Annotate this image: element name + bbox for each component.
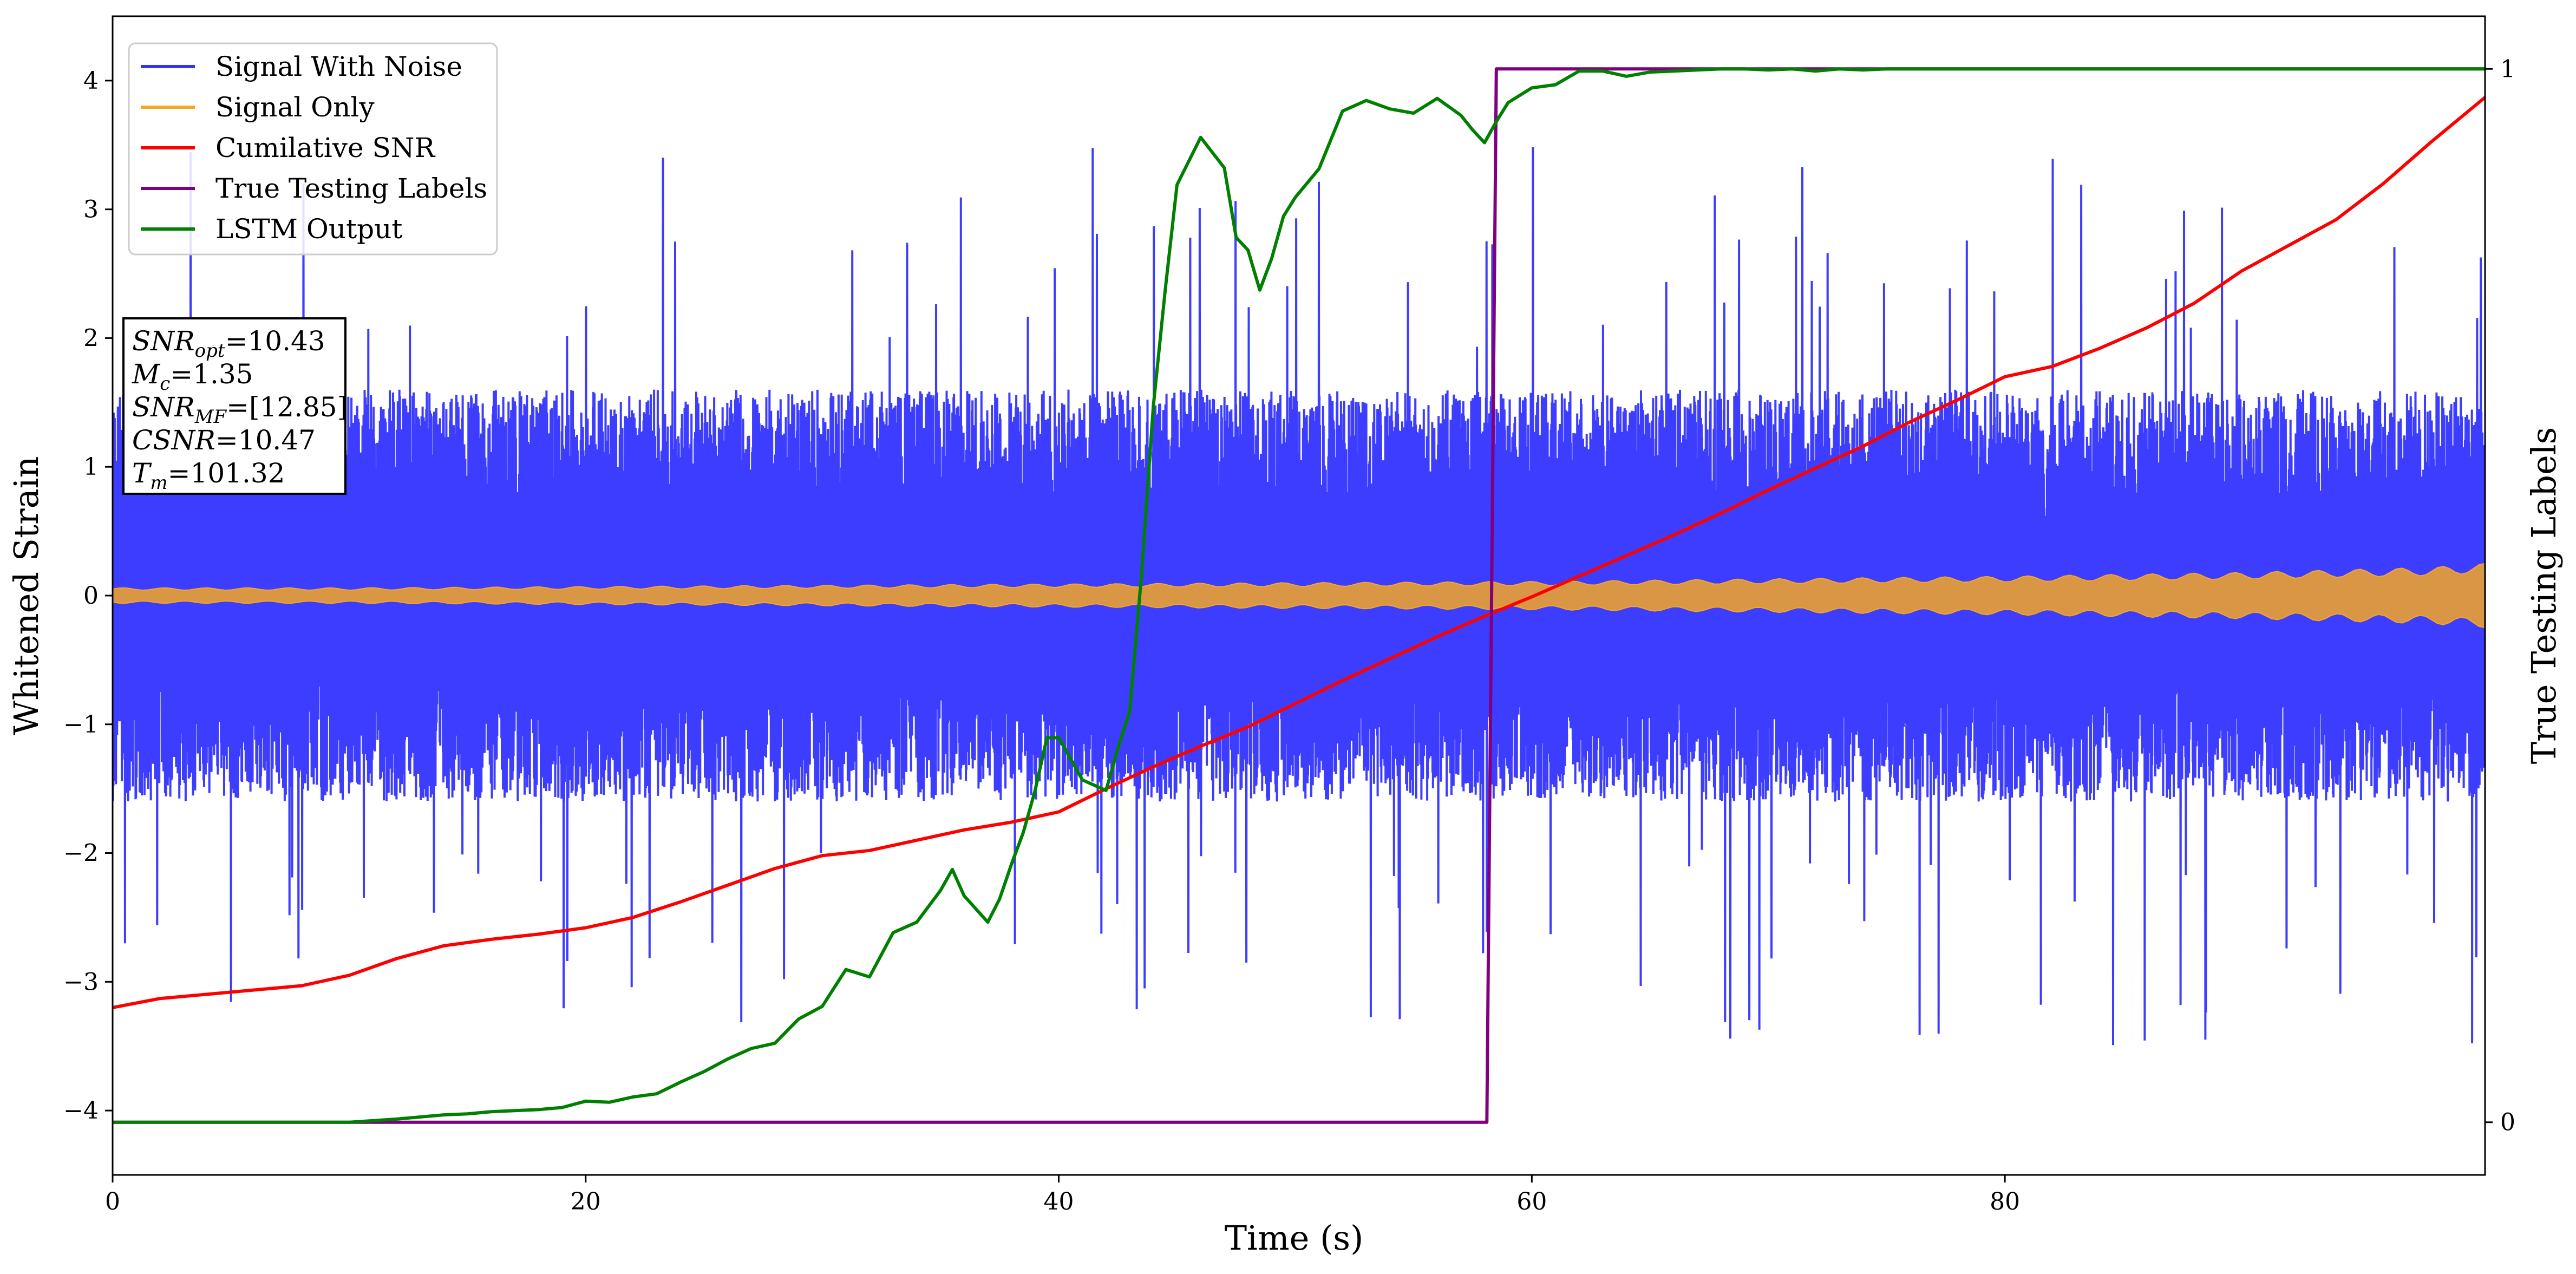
y-axis-label-right: True Testing Labels — [2524, 427, 2564, 765]
stats-subscript: m — [150, 472, 167, 494]
stats-value: =101.32 — [168, 458, 285, 489]
stats-symbol: T — [132, 458, 152, 489]
stats-line: SNRMF=[12.85] — [132, 391, 348, 428]
x-axis-label: Time (s) — [1225, 1218, 1364, 1258]
y-right-tick-label: 1 — [2500, 55, 2515, 83]
stats-symbol: SNR — [132, 325, 195, 357]
y-tick-label: 3 — [83, 196, 99, 224]
legend-items: Signal With Noise Signal Only Cumilative S… — [141, 51, 487, 245]
x-tick-label: 20 — [571, 1188, 601, 1216]
y-tick-label: −1 — [63, 711, 99, 739]
series-signal-only — [113, 563, 2485, 629]
legend: Signal With Noise Signal Only Cumilative S… — [128, 42, 498, 256]
legend-label: Signal Only — [215, 92, 375, 123]
stats-box — [122, 317, 346, 495]
stats-line: SNRopt=10.43 — [132, 325, 325, 362]
stats-annotation: SNRopt=10.43Mc=1.35SNRMF=[12.85]CSNR=10.… — [122, 317, 348, 495]
stats-subscript: opt — [195, 340, 225, 362]
legend-label: Cumilative SNR — [215, 132, 435, 164]
stats-symbol: SNR — [132, 391, 195, 423]
y-tick-label: 0 — [83, 582, 99, 610]
plot-series-group — [113, 67, 2485, 1124]
y-right-tick-label: 0 — [2500, 1109, 2515, 1136]
plot-area — [113, 67, 2485, 1124]
y-tick-label: 1 — [83, 453, 99, 481]
stats-lines: SNRopt=10.43Mc=1.35SNRMF=[12.85]CSNR=10.… — [132, 325, 348, 494]
stats-value: =1.35 — [170, 358, 253, 390]
y-tick-label: −3 — [63, 968, 99, 996]
x-tick-label: 0 — [105, 1188, 120, 1216]
series-signal-with-noise — [113, 147, 2485, 1046]
legend-label: LSTM Output — [215, 213, 402, 245]
stats-line: Mc=1.35 — [132, 358, 253, 395]
legend-label: Signal With Noise — [215, 51, 462, 82]
stats-subscript: MF — [194, 406, 227, 428]
stats-value: =10.43 — [225, 325, 325, 357]
legend-frame — [128, 42, 498, 256]
x-tick-label: 80 — [1990, 1188, 2020, 1216]
stats-subscript: c — [160, 373, 170, 395]
series-cumilative-snr — [113, 96, 2485, 1009]
stats-symbol: CSNR — [132, 424, 215, 456]
x-tick-label: 40 — [1044, 1188, 1074, 1216]
stats-value: =[12.85] — [226, 391, 348, 423]
x-tick-label: 60 — [1516, 1188, 1547, 1216]
stats-line: CSNR=10.47 — [132, 424, 316, 456]
stats-line: Tm=101.32 — [132, 458, 285, 494]
y-tick-label: −2 — [63, 840, 99, 867]
stats-symbol: M — [132, 358, 161, 390]
y-tick-label: 2 — [83, 324, 99, 352]
y-axis-label: Whitened Strain — [6, 456, 46, 735]
series-lstm-output — [113, 67, 2485, 1124]
stats-value: =10.47 — [215, 424, 316, 456]
y-tick-label: −4 — [63, 1097, 99, 1125]
y-tick-label: 4 — [83, 67, 99, 95]
legend-label: True Testing Labels — [215, 173, 487, 204]
